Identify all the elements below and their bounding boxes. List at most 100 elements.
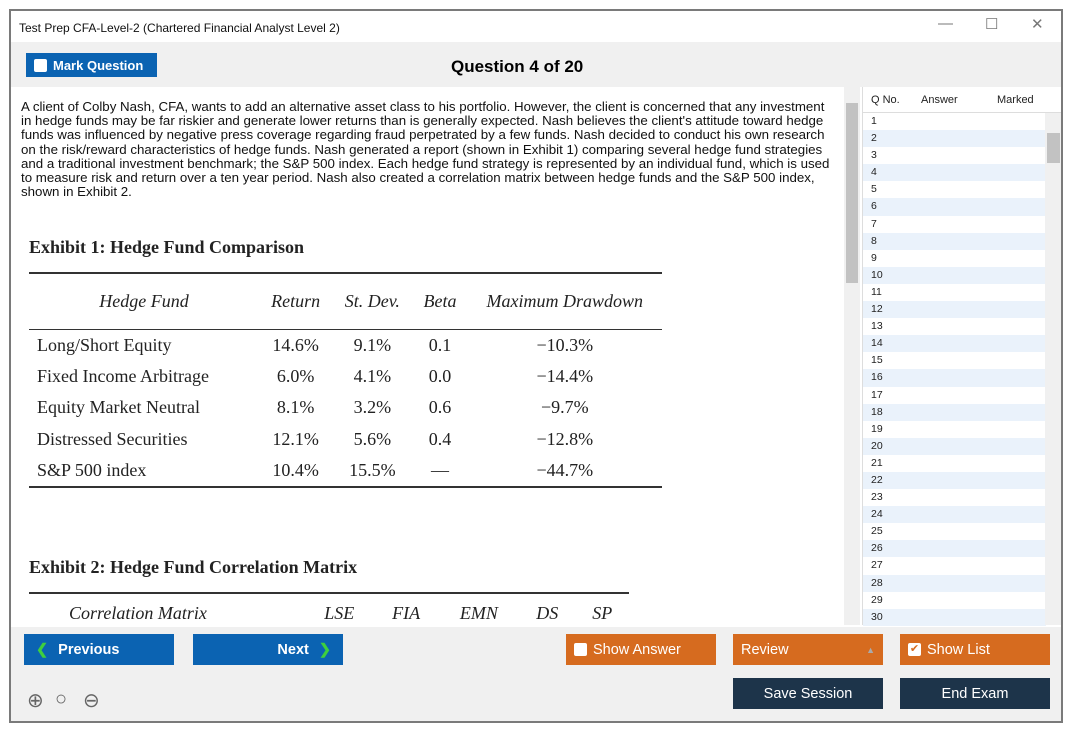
question-list-item[interactable]: 30 [863, 608, 1046, 626]
review-label: Review [741, 641, 789, 658]
question-list-item[interactable]: 19 [871, 422, 883, 435]
question-list-item[interactable]: 12 [863, 301, 1046, 319]
question-text: A client of Colby Nash, CFA, wants to ad… [21, 99, 830, 200]
exhibit-1: Exhibit 1: Hedge Fund Comparison Hedge F… [29, 237, 662, 488]
exhibit-2-header: LSE [324, 603, 355, 623]
table-cell: 14.6% [272, 334, 319, 355]
save-session-button[interactable]: Save Session [733, 678, 883, 709]
app-window: Test Prep CFA-Level-2 (Chartered Financi… [9, 9, 1063, 723]
minimize-button[interactable]: — [938, 15, 953, 32]
question-list-item[interactable]: 5 [871, 183, 877, 196]
show-list-button[interactable]: ✔ Show List [900, 634, 1050, 665]
exhibit-2-header: FIA [392, 603, 421, 623]
question-list-item[interactable]: 18 [863, 403, 1046, 421]
list-scroll-thumb[interactable] [1047, 133, 1060, 163]
scroll-thumb[interactable] [846, 103, 858, 283]
exhibit-1-title: Exhibit 1: Hedge Fund Comparison [29, 237, 305, 257]
table-cell: 0.4 [428, 428, 452, 449]
table-cell: S&P 500 index [37, 459, 147, 480]
question-list-item[interactable]: 21 [871, 456, 883, 469]
exhibit-1-header: Maximum Drawdown [486, 290, 644, 311]
table-cell: −44.7% [536, 459, 594, 480]
question-list-item[interactable]: 28 [863, 574, 1046, 592]
exhibit-1-header: Return [271, 290, 321, 311]
table-cell: Long/Short Equity [37, 334, 172, 355]
list-scrollbar[interactable] [1045, 113, 1061, 625]
show-answer-button[interactable]: Show Answer [566, 634, 716, 665]
chevron-right-icon: ❯ [318, 641, 331, 658]
zoom-in-icon[interactable]: ⊕ [27, 690, 44, 712]
exhibit-2-title: Exhibit 2: Hedge Fund Correlation Matrix [29, 557, 358, 577]
table-cell: 12.1% [272, 428, 319, 449]
question-list-item[interactable]: 17 [871, 388, 883, 401]
close-button[interactable]: ✕ [1031, 16, 1044, 33]
table-cell: Equity Market Neutral [37, 397, 200, 418]
next-button[interactable]: Next ❯ [193, 634, 343, 665]
question-list-item[interactable]: 2 [863, 130, 1046, 148]
exhibit-1-header: St. Dev. [344, 290, 400, 311]
col-answer: Answer [921, 93, 958, 106]
question-list-item[interactable]: 1 [871, 115, 877, 127]
table-row: Equity Market Neutral 8.1% 3.2% 0.6 −9.7% [29, 392, 662, 424]
table-row: S&P 500 index 10.4% 15.5% — −44.7% [29, 455, 662, 487]
col-marked: Marked [997, 93, 1034, 106]
question-list-item[interactable]: 6 [863, 198, 1046, 216]
question-scrollbar[interactable] [844, 87, 860, 625]
table-cell: 0.6 [428, 397, 452, 418]
question-list-item[interactable]: 13 [871, 320, 883, 333]
table-cell: 5.6% [353, 428, 392, 449]
table-cell: 4.1% [353, 365, 392, 386]
table-cell: 6.0% [276, 365, 315, 386]
checkbox-icon [574, 643, 587, 656]
review-dropdown[interactable]: Review ▲ [733, 634, 883, 665]
question-list-item[interactable]: 27 [871, 559, 883, 572]
exhibit-2: Exhibit 2: Hedge Fund Correlation Matrix… [29, 557, 629, 633]
question-list-item[interactable]: 9 [871, 251, 877, 264]
question-list-item[interactable]: 14 [863, 335, 1046, 353]
question-list-item[interactable]: 24 [863, 506, 1046, 524]
exhibit-2-table: Correlation Matrix LSE FIA EMN DS SP [29, 592, 629, 633]
table-cell: 15.5% [349, 459, 396, 480]
previous-label: Previous [58, 641, 120, 658]
table-cell: 0.1 [428, 334, 452, 355]
question-list-header: Q No. Answer Marked [863, 87, 1061, 113]
previous-button[interactable]: ❮ Previous [24, 634, 174, 665]
window-title: Test Prep CFA-Level-2 (Chartered Financi… [19, 21, 340, 35]
question-counter: Question 4 of 20 [451, 57, 584, 76]
question-list-item[interactable]: 26 [863, 540, 1046, 558]
question-list-item[interactable]: 20 [863, 437, 1046, 455]
table-cell: −12.8% [536, 428, 594, 449]
mark-question-button[interactable]: Mark Question [26, 53, 157, 77]
table-cell: 9.1% [353, 334, 392, 355]
question-list-item[interactable]: 8 [863, 232, 1046, 250]
table-cell: Distressed Securities [37, 428, 188, 449]
show-answer-label: Show Answer [593, 641, 681, 658]
question-area: A client of Colby Nash, CFA, wants to ad… [11, 87, 1061, 627]
show-list-label: Show List [927, 641, 990, 658]
question-list-item[interactable]: 16 [863, 369, 1046, 387]
next-label: Next [277, 641, 309, 658]
question-list-item[interactable]: 22 [863, 471, 1046, 490]
table-cell: 10.4% [272, 459, 319, 480]
table-row: Distressed Securities 12.1% 5.6% 0.4 −12.8% [29, 424, 662, 456]
table-cell: 8.1% [276, 397, 315, 418]
question-list-item[interactable]: 23 [871, 491, 883, 504]
zoom-reset-icon[interactable]: ○ [55, 688, 68, 710]
maximize-button[interactable]: ☐ [985, 16, 999, 33]
mark-question-label: Mark Question [53, 57, 144, 73]
question-list-item[interactable]: 15 [871, 354, 883, 367]
end-exam-button[interactable]: End Exam [900, 678, 1050, 709]
question-list-item[interactable]: 4 [863, 164, 1046, 182]
exhibit-2-header: EMN [459, 603, 498, 623]
question-list-item[interactable]: 29 [871, 593, 883, 606]
question-list-item[interactable]: 10 [863, 266, 1046, 284]
toolbar: Mark Question Question 4 of 20 [11, 42, 1061, 87]
question-list-item[interactable]: 25 [871, 525, 883, 538]
title-bar: Test Prep CFA-Level-2 (Chartered Financi… [11, 11, 1061, 42]
question-list-item[interactable]: 3 [871, 149, 877, 162]
exhibit-1-header: Beta [423, 290, 457, 311]
question-list-item[interactable]: 7 [871, 217, 877, 230]
caret-up-icon: ▲ [866, 644, 875, 655]
question-list-item[interactable]: 11 [871, 285, 882, 298]
zoom-out-icon[interactable]: ⊖ [83, 690, 100, 712]
